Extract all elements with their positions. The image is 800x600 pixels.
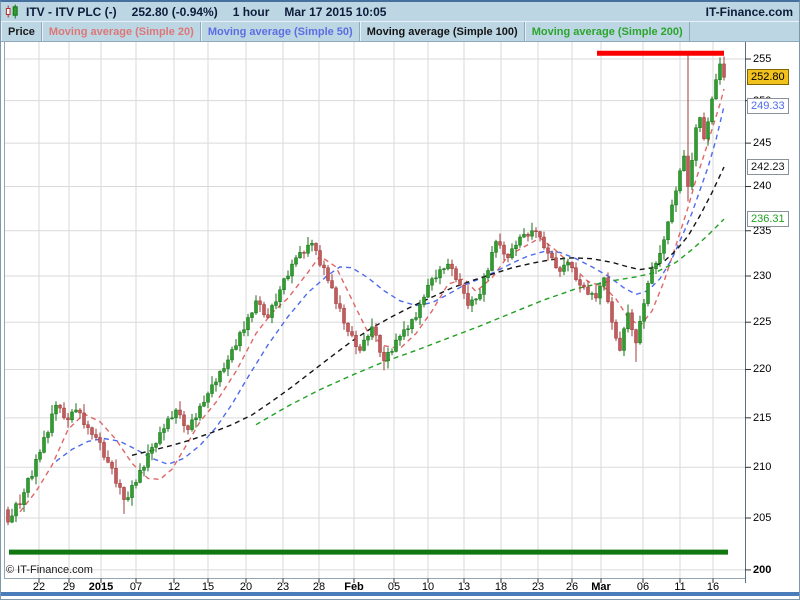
x-axis-label: 29	[62, 581, 76, 593]
x-axis-label: 22	[32, 581, 46, 593]
chart-plot[interactable]	[1, 42, 799, 596]
bottom-accent-strip	[1, 592, 799, 596]
tab-ma-simple-100[interactable]: Moving average (Simple 100)	[359, 22, 525, 41]
x-axis-label: 15	[201, 581, 215, 593]
symbol-title: ITV - ITV PLC (-)	[26, 4, 117, 19]
time-axis[interactable]: 22 29 2015 07 12 15 20 23 28 Feb 05 10 13 18 23 26 Mar 06…	[1, 581, 745, 595]
title-bar: ITV - ITV PLC (-) 252.80 (-0.94%) 1 hour…	[1, 2, 799, 21]
tab-ma-simple-200[interactable]: Moving average (Simple 200)	[524, 22, 690, 41]
x-axis-label: 10	[421, 581, 435, 593]
x-axis-label: 2015	[88, 581, 114, 593]
datetime-label: Mar 17 2015 10:05	[284, 4, 387, 19]
x-axis-label: Mar	[591, 581, 611, 593]
x-axis-label: 26	[565, 581, 579, 593]
chart-area[interactable]: 255 250 245 240 235 230 225 220 215 210 205 200 252.…	[1, 42, 799, 596]
tab-ma-simple-50[interactable]: Moving average (Simple 50)	[200, 22, 360, 41]
tab-price[interactable]: Price	[1, 22, 42, 41]
x-axis-label: 20	[239, 581, 253, 593]
x-axis-label: 07	[129, 581, 143, 593]
brand-label: IT-Finance.com	[705, 4, 793, 19]
x-axis-label: 06	[636, 581, 650, 593]
x-axis-label: 12	[167, 581, 181, 593]
x-axis-label: 11	[674, 581, 686, 593]
x-axis-label: 13	[457, 581, 471, 593]
x-axis-label: 18	[494, 581, 508, 593]
x-axis-label: 16	[706, 581, 720, 593]
copyright-label: © IT-Finance.com	[6, 564, 93, 576]
indicator-tab-bar: Price Moving average (Simple 20) Moving …	[1, 21, 799, 42]
last-quote: 252.80 (-0.94%)	[131, 4, 218, 19]
candlestick-icon	[5, 4, 18, 19]
tab-ma-simple-20[interactable]: Moving average (Simple 20)	[41, 22, 201, 41]
x-axis-label: Feb	[344, 581, 364, 593]
x-axis-label: 23	[531, 581, 545, 593]
timeframe-label: 1 hour	[232, 4, 270, 19]
x-axis-label: 28	[312, 581, 326, 593]
x-axis-label: 05	[387, 581, 401, 593]
x-axis-label: 23	[276, 581, 290, 593]
